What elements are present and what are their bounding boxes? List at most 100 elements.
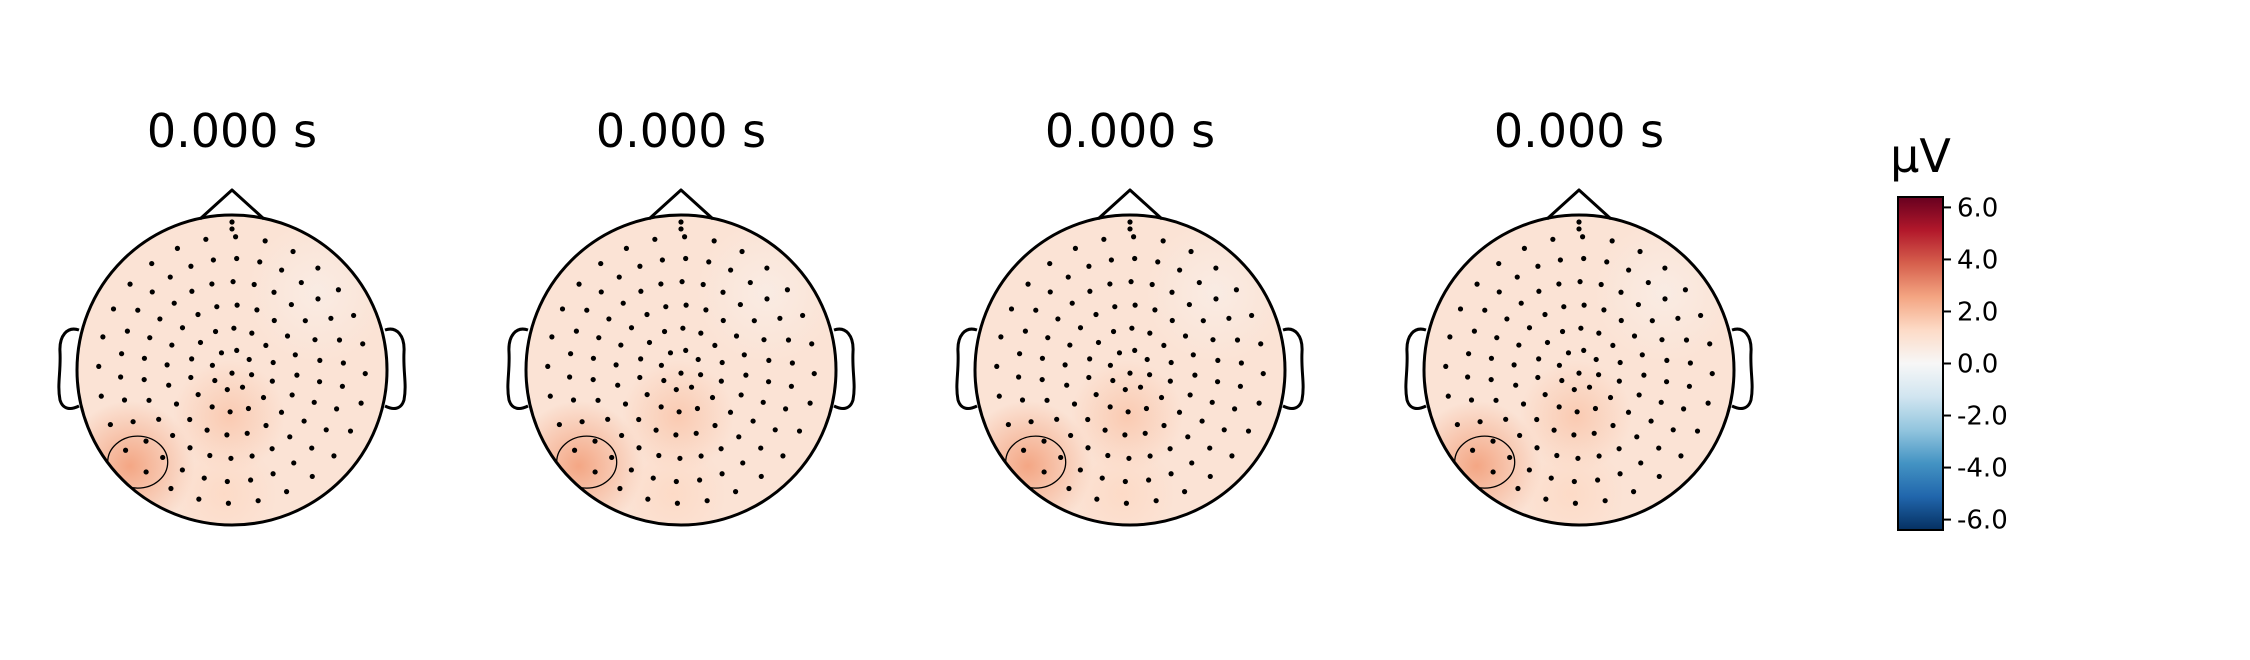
sensor-dot bbox=[245, 405, 252, 412]
sensor-dot bbox=[1675, 315, 1681, 321]
sensor-dot bbox=[1595, 477, 1601, 483]
sensor-dot bbox=[598, 289, 604, 295]
right-ear-outline bbox=[384, 327, 407, 410]
sensor-dot bbox=[271, 289, 277, 295]
sensor-dot bbox=[121, 397, 128, 403]
sensor-dot bbox=[636, 445, 642, 451]
sensor-dot bbox=[1482, 307, 1488, 313]
sensor-dot bbox=[1576, 370, 1582, 376]
sensor-dot bbox=[1536, 356, 1542, 362]
sensor-dot bbox=[1709, 370, 1715, 377]
sensor-dot bbox=[1054, 416, 1060, 422]
sensor-dot bbox=[248, 477, 254, 483]
sensor-dot bbox=[1041, 438, 1047, 444]
sensor-dot bbox=[234, 255, 240, 262]
sensor-dot bbox=[800, 312, 806, 319]
sensor-dot bbox=[1249, 312, 1255, 319]
sensor-dot bbox=[309, 473, 315, 480]
sensor-dot bbox=[312, 337, 318, 343]
sensor-dot bbox=[1153, 498, 1159, 504]
sensor-dot bbox=[559, 306, 566, 312]
sensor-dot bbox=[1167, 378, 1173, 384]
sensor-dot bbox=[1581, 255, 1587, 262]
sensor-dot bbox=[761, 337, 767, 343]
sensor-dot bbox=[1196, 279, 1202, 286]
sensor-dot bbox=[262, 238, 268, 244]
sensor-dot bbox=[149, 260, 155, 267]
sensor-dot bbox=[1694, 428, 1701, 434]
sensor-dot bbox=[1123, 500, 1130, 506]
sensor-dot bbox=[596, 335, 602, 341]
sensor-dot bbox=[679, 279, 685, 285]
sensor-dot bbox=[1229, 453, 1235, 459]
sensor-dot bbox=[1071, 401, 1078, 407]
sensor-dot bbox=[1137, 384, 1144, 390]
field-hotspot-occipital bbox=[171, 441, 277, 525]
sensor-dot bbox=[284, 333, 291, 339]
sensor-dot bbox=[1544, 339, 1551, 346]
topomap-3: 0.000 s bbox=[955, 104, 1305, 527]
sensor-dot bbox=[1072, 245, 1079, 251]
sensor-dot bbox=[1616, 446, 1622, 452]
sensor-dot bbox=[1516, 342, 1522, 348]
colorbar-tick-label: -2.0 bbox=[1957, 402, 2008, 432]
sensor-dot bbox=[1129, 325, 1135, 331]
sensor-dot bbox=[659, 257, 665, 263]
topomap-title: 0.000 s bbox=[147, 104, 317, 158]
sensor-dot bbox=[143, 469, 149, 475]
right-ear-outline bbox=[833, 327, 856, 410]
sensor-dot bbox=[807, 400, 813, 406]
sensor-dot bbox=[1147, 453, 1153, 459]
sensor-dot bbox=[1143, 405, 1150, 412]
sensor-dot bbox=[1581, 302, 1587, 308]
sensor-dot bbox=[1258, 341, 1264, 347]
sensor-dot bbox=[676, 409, 682, 415]
sensor-dot bbox=[317, 357, 323, 364]
sensor-dot bbox=[1571, 478, 1577, 485]
sensor-dot bbox=[547, 393, 553, 399]
sensor-dot bbox=[1188, 248, 1194, 255]
sensor-dot bbox=[1511, 362, 1517, 368]
sensor-dot bbox=[658, 362, 665, 368]
sensor-dot bbox=[1221, 427, 1227, 433]
sensor-dot bbox=[1561, 304, 1567, 310]
sensor-dot bbox=[1664, 357, 1670, 364]
sensor-dot bbox=[1496, 289, 1502, 295]
sensor-dot bbox=[118, 374, 124, 380]
colorbar-ticks: 6.0 4.0 2.0 0.0 -2.0 -4.0 -6.0 bbox=[1943, 193, 2008, 536]
sensor-dot bbox=[170, 432, 176, 439]
sensor-dot bbox=[1069, 300, 1075, 306]
sensor-dot bbox=[1556, 404, 1562, 410]
sensor-dot bbox=[1610, 422, 1616, 429]
sensor-dot bbox=[127, 281, 133, 287]
sensor-dot bbox=[650, 475, 656, 481]
sensor-dot bbox=[1025, 281, 1031, 287]
left-ear-outline bbox=[506, 327, 529, 410]
sensor-dot bbox=[711, 238, 717, 244]
topomap-2: 0.000 s bbox=[506, 104, 856, 527]
sensor-dot bbox=[188, 374, 194, 381]
sensor-dot bbox=[750, 418, 756, 424]
sensor-dot bbox=[1067, 342, 1073, 348]
sensor-dot bbox=[1471, 328, 1477, 334]
sensor-dot bbox=[1022, 328, 1028, 334]
sensor-dot bbox=[739, 248, 745, 255]
topomap-field bbox=[1424, 215, 1734, 525]
head-outline bbox=[973, 213, 1287, 527]
sensor-dot bbox=[1146, 477, 1152, 483]
sensor-dot bbox=[207, 452, 213, 459]
sensor-dot bbox=[269, 446, 275, 452]
field-hotspot-midline-parietal bbox=[1071, 360, 1183, 473]
sensor-dot bbox=[674, 500, 681, 506]
sensor-dot bbox=[1066, 485, 1072, 492]
sensor-dot bbox=[567, 374, 573, 380]
left-ear-outline bbox=[955, 327, 978, 410]
sensor-dot bbox=[571, 447, 578, 453]
sensor-dot bbox=[681, 234, 688, 240]
sensor-dot bbox=[224, 432, 230, 438]
sensor-dot bbox=[1130, 234, 1137, 240]
sensor-dot bbox=[1490, 469, 1496, 475]
sensor-dot bbox=[227, 409, 233, 415]
sensor-dot bbox=[658, 404, 664, 410]
